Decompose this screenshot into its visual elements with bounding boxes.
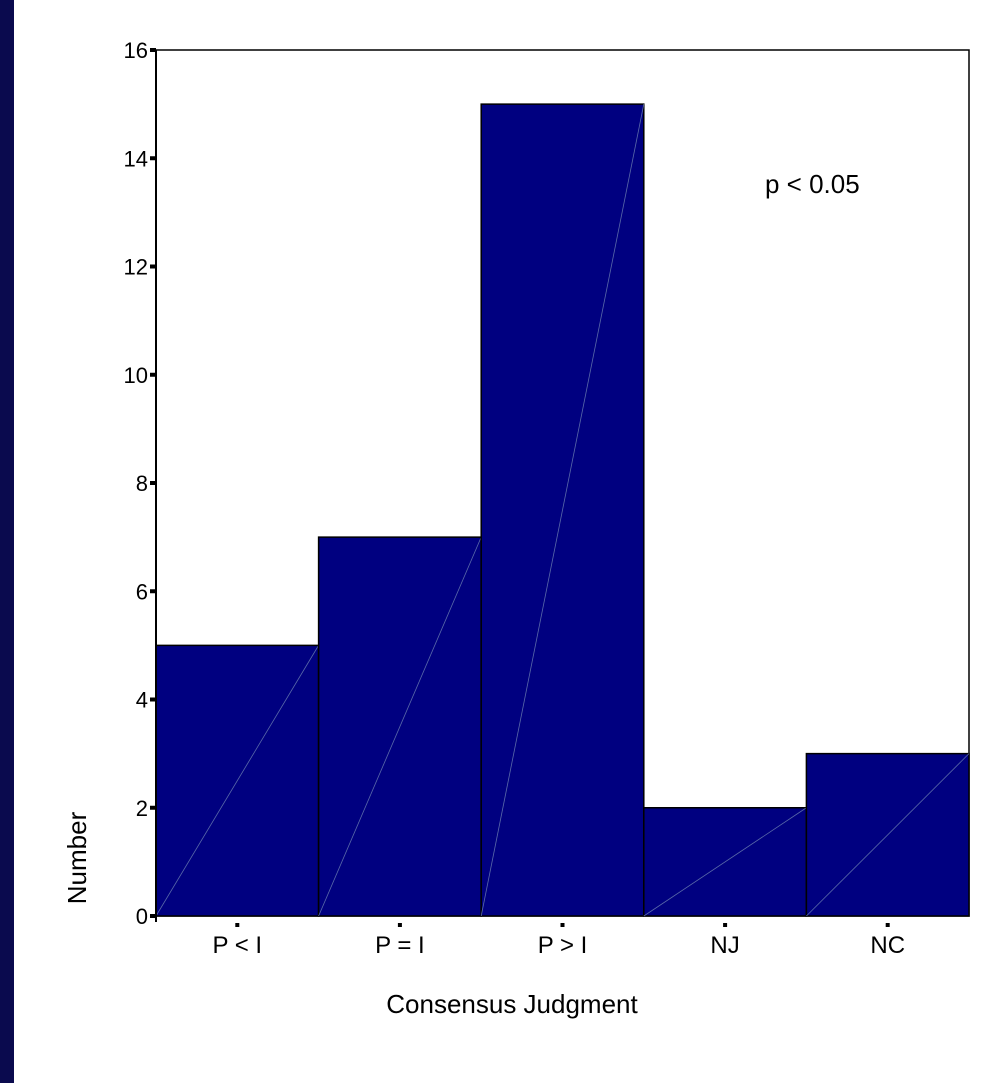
- bar-diagonal-2: [318, 536, 482, 917]
- y-tick-mark: [150, 264, 156, 269]
- x-tick-mark: [885, 923, 890, 927]
- y-tick-mark: [150, 914, 156, 918]
- y-tick-label: 12: [124, 255, 148, 280]
- y-tick-label: 6: [136, 579, 148, 604]
- y-tick-label: 2: [136, 796, 148, 821]
- y-tick-mark: [150, 48, 156, 52]
- x-category-label: NC: [870, 932, 905, 959]
- x-category-label: NJ: [710, 932, 739, 959]
- y-tick-label: 16: [124, 38, 148, 63]
- y-tick-mark: [150, 805, 156, 810]
- y-tick-label: 8: [136, 471, 148, 496]
- bar-diagonal-4: [643, 807, 807, 917]
- x-category-label: P = I: [375, 932, 425, 959]
- y-tick-label: 4: [136, 688, 148, 713]
- y-tick-label: 10: [124, 363, 148, 388]
- y-tick-mark: [150, 589, 156, 594]
- x-tick-mark: [397, 923, 402, 927]
- bar-diagonal-5: [806, 753, 970, 917]
- x-tick-mark: [723, 923, 728, 927]
- x-category-label: P < I: [213, 932, 263, 959]
- bar-diagonal-1: [155, 645, 319, 917]
- x-category-label: P > I: [538, 932, 588, 959]
- x-tick-mark: [235, 923, 240, 927]
- y-tick-label: 14: [124, 146, 148, 171]
- y-axis-title: Number: [62, 811, 92, 904]
- x-axis-title: Consensus Judgment: [386, 989, 638, 1019]
- y-tick-mark: [150, 697, 156, 702]
- y-tick-mark: [150, 372, 156, 377]
- bar-diagonal-3: [480, 104, 645, 917]
- x-tick-mark: [560, 923, 565, 927]
- y-tick-label: 0: [136, 904, 148, 929]
- y-tick-mark: [150, 481, 156, 485]
- p-value-annotation: p < 0.05: [765, 169, 860, 199]
- y-tick-mark: [150, 156, 156, 161]
